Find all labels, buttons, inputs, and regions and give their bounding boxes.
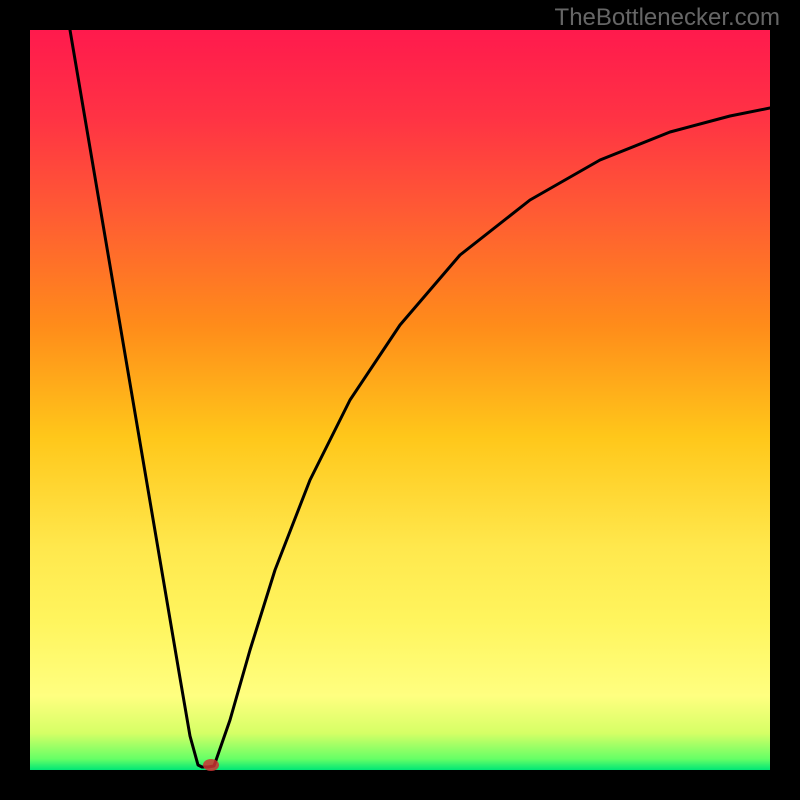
border-bottom [0, 770, 800, 800]
chart-frame: TheBottlenecker.com [0, 0, 800, 800]
border-left [0, 0, 30, 800]
watermark-text: TheBottlenecker.com [555, 4, 780, 32]
bottleneck-curve [30, 30, 770, 770]
plot-area [30, 30, 770, 770]
optimal-point-marker [203, 759, 219, 771]
border-right [770, 0, 800, 800]
